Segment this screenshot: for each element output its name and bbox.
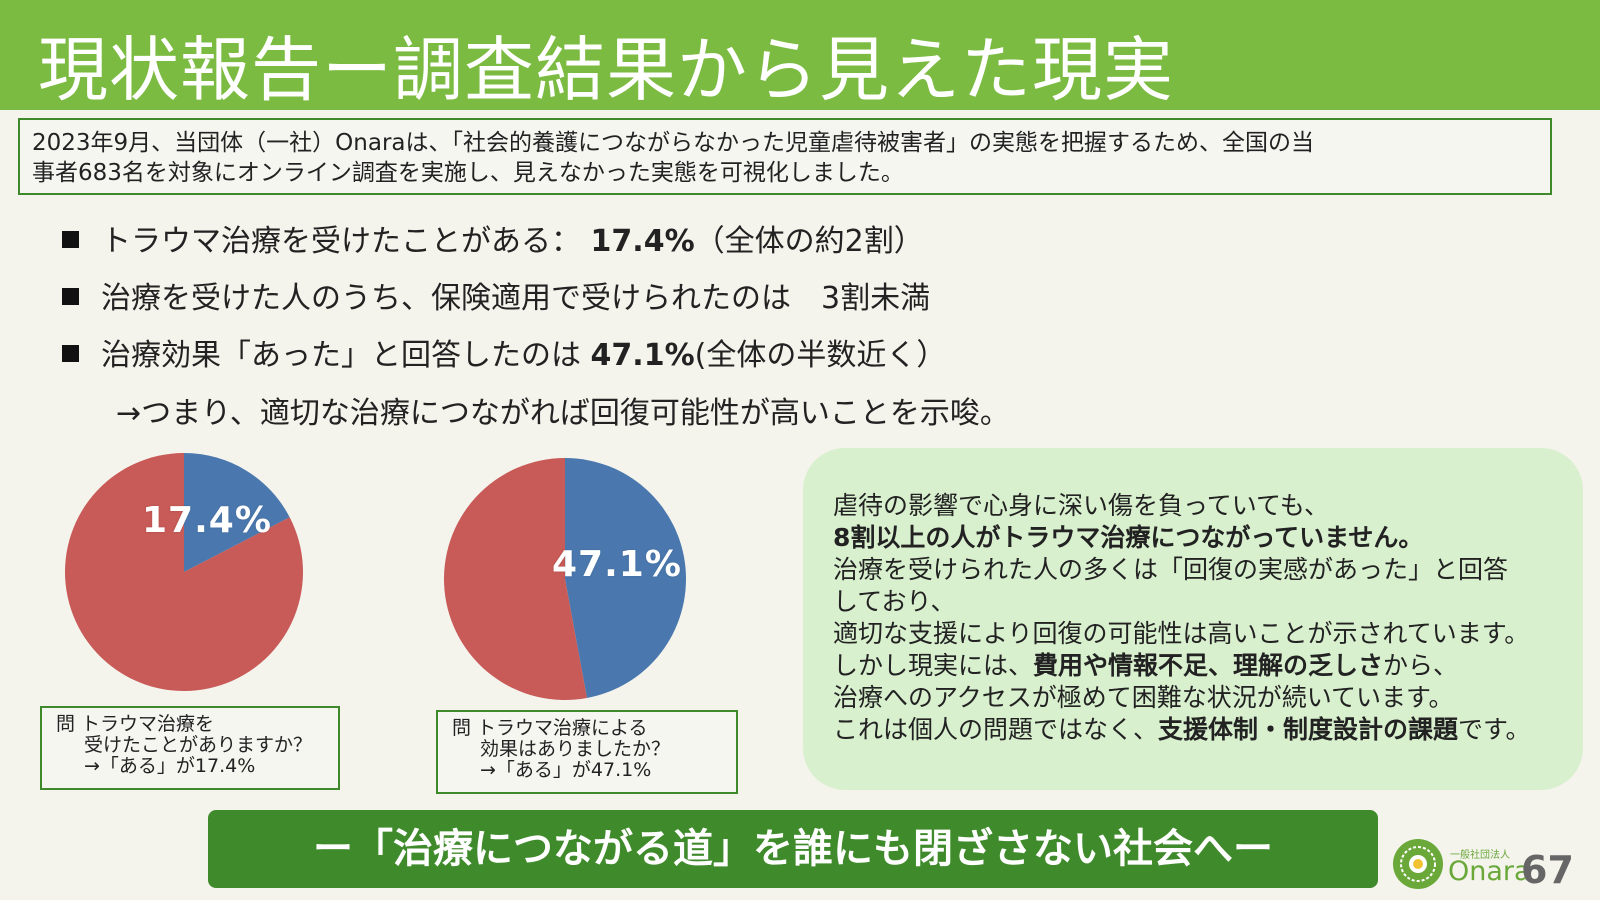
pie-chart-effect bbox=[443, 458, 686, 700]
flower-logo-icon bbox=[1393, 839, 1443, 889]
callout-line: 虐待の影響で心身に深い傷を負っていても、 bbox=[833, 491, 1330, 520]
callout-emphasis: 支援体制・制度設計の課題 bbox=[1158, 715, 1459, 744]
callout-line: 適切な支援により回復の可能性は高いことが示されています。 bbox=[833, 619, 1530, 648]
bullet-text: トラウマ治療を受けたことがある： bbox=[101, 224, 581, 259]
callout-emphasis: 費用や情報不足、理解の乏しさ bbox=[1033, 651, 1384, 680]
callout-line: しかし現実には、 bbox=[833, 651, 1034, 680]
intro-box: 2023年9月、当団体（一社）Onaraは、「社会的養護につながらなかった児童虐… bbox=[18, 118, 1552, 195]
bullet-list: トラウマ治療を受けたことがある： 17.4%（全体の約2割） 治療を受けた人のう… bbox=[62, 222, 1262, 393]
bullet-item: 治療効果「あった」と回答したのは 47.1%(全体の半数近く） bbox=[62, 336, 1262, 393]
bullet-item: トラウマ治療を受けたことがある： 17.4%（全体の約2割） bbox=[62, 222, 1262, 279]
question-line: 問 トラウマ治療を bbox=[56, 713, 215, 735]
callout-line: から、 bbox=[1383, 651, 1459, 680]
answer-line: →「ある」が17.4% bbox=[84, 755, 256, 777]
question-line: 問 トラウマ治療による bbox=[452, 717, 648, 739]
callout-line: 治療を受けられた人の多くは「回復の実感があった」と回答 bbox=[833, 555, 1509, 584]
implication-text: →つまり、適切な治療につながれば回復可能性が高いことを示唆。 bbox=[116, 396, 1010, 431]
summary-callout: 虐待の影響で心身に深い傷を負っていても、 8割以上の人がトラウマ治療につながって… bbox=[803, 448, 1583, 790]
org-name: Onara bbox=[1448, 856, 1531, 887]
question-line: 効果はありましたか？ bbox=[480, 738, 671, 760]
callout-text: 虐待の影響で心身に深い傷を負っていても、 8割以上の人がトラウマ治療につながって… bbox=[833, 490, 1531, 746]
question-box-effect: 問 トラウマ治療による 効果はありましたか？ →「ある」が47.1% bbox=[436, 710, 738, 794]
title-bar: 現状報告ー調査結果から見えた現実 bbox=[0, 0, 1600, 111]
callout-line: 治療へのアクセスが極めて困難な状況が続いています。 bbox=[833, 683, 1454, 712]
intro-line-2: 事者683名を対象にオンライン調査を実施し、見えなかった実態を可視化しました。 bbox=[32, 160, 904, 186]
pie-slice-other bbox=[443, 458, 587, 700]
question-box-treatment: 問 トラウマ治療を 受けたことがありますか？ →「ある」が17.4% bbox=[40, 706, 340, 790]
pie-label-treatment: 17.4% bbox=[142, 500, 272, 541]
slogan-banner: ー「治療につながる道」を誰にも閉ざさない社会へー bbox=[208, 810, 1378, 888]
callout-line: しており、 bbox=[833, 587, 956, 616]
question-line: 受けたことがありますか？ bbox=[84, 734, 313, 756]
pie-slice-yes bbox=[184, 453, 290, 572]
bullet-value: 17.4% bbox=[590, 224, 695, 259]
pie-slice-other bbox=[64, 453, 303, 691]
bullet-text: 治療効果「あった」と回答したのは bbox=[101, 338, 581, 373]
pie-slice-yes bbox=[565, 458, 686, 698]
pie-chart-treatment bbox=[64, 453, 303, 691]
callout-line-bold: 8割以上の人がトラウマ治療につながっていません。 bbox=[833, 523, 1424, 552]
callout-line: これは個人の問題ではなく、 bbox=[833, 715, 1159, 744]
answer-line: →「ある」が47.1% bbox=[480, 759, 652, 781]
org-type-label: 一般社団法人 bbox=[1450, 850, 1510, 861]
bullet-item: 治療を受けた人のうち、保険適用で受けられたのは 3割未満 bbox=[62, 279, 1262, 336]
bullet-value: 47.1% bbox=[590, 338, 695, 373]
page-number: 67 bbox=[1521, 848, 1574, 892]
square-bullet-icon bbox=[62, 231, 79, 248]
bullet-text: 治療を受けた人のうち、保険適用で受けられたのは 3割未満 bbox=[101, 281, 931, 316]
square-bullet-icon bbox=[62, 345, 79, 362]
intro-line-1: 2023年9月、当団体（一社）Onaraは、「社会的養護につながらなかった児童虐… bbox=[32, 130, 1314, 156]
bullet-note: (全体の半数近く） bbox=[694, 338, 947, 373]
page-title: 現状報告ー調査結果から見えた現実 bbox=[38, 29, 1174, 111]
pie-label-effect: 47.1% bbox=[552, 544, 682, 585]
square-bullet-icon bbox=[62, 288, 79, 305]
callout-line: です。 bbox=[1458, 715, 1531, 744]
bullet-note: （全体の約2割） bbox=[694, 224, 924, 259]
